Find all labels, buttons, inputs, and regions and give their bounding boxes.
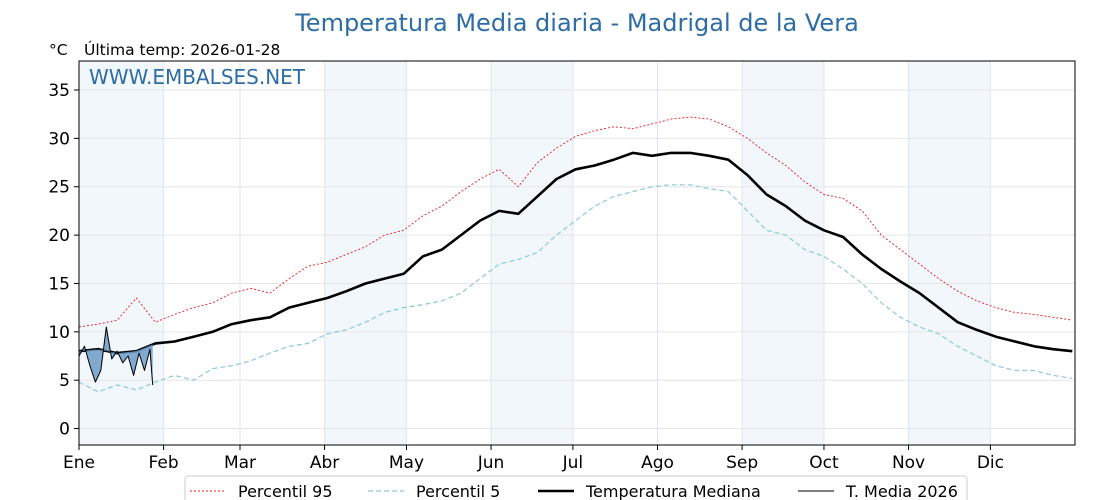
x-tick-label-abr: Abr xyxy=(310,453,339,473)
month-band-sep xyxy=(742,61,824,445)
legend-label-t-media-2026: T. Media 2026 xyxy=(845,482,958,500)
y-axis: 0 5 10 15 20 25 30 35 xyxy=(48,81,79,440)
legend-label-percentil-5: Percentil 5 xyxy=(416,482,500,500)
last-temp-label: Última temp: 2026-01-28 xyxy=(84,40,280,59)
y-tick-label: 30 xyxy=(48,129,70,149)
month-shading xyxy=(79,61,991,445)
legend: Percentil 95 Percentil 5 Temperatura Med… xyxy=(184,475,968,500)
series-line-temperatura-mediana xyxy=(78,151,1073,355)
unit-label: °C xyxy=(49,41,68,59)
series-line-percentil-5 xyxy=(78,184,1073,393)
x-axis: Ene Feb Mar Abr May Jun Jul Ago Sep Oct Nov Dic xyxy=(63,445,1004,473)
x-tick-label-dic: Dic xyxy=(977,453,1004,473)
x-tick-label-jun: Jun xyxy=(477,453,505,473)
x-tick-label-feb: Feb xyxy=(149,453,179,473)
month-band-nov xyxy=(908,61,991,445)
x-tick-label-nov: Nov xyxy=(892,453,925,473)
x-tick-label-may: May xyxy=(389,453,424,473)
series-line-t-media-2026 xyxy=(78,326,154,386)
y-tick-label: 25 xyxy=(48,178,70,198)
x-tick-label-ene: Ene xyxy=(63,453,95,473)
x-tick-label-oct: Oct xyxy=(809,453,839,473)
x-tick-label-mar: Mar xyxy=(224,453,256,473)
grid xyxy=(78,61,1075,445)
month-band-jun xyxy=(491,61,573,445)
month-band-ene xyxy=(79,61,164,445)
month-band-abr xyxy=(324,61,407,445)
y-tick-label: 0 xyxy=(59,420,70,440)
x-tick-label-ago: Ago xyxy=(641,453,674,473)
legend-label-temperatura-mediana: Temperatura Mediana xyxy=(585,482,761,500)
y-tick-label: 10 xyxy=(48,323,70,343)
legend-label-percentil-95: Percentil 95 xyxy=(238,482,333,500)
chart-title: Temperatura Media diaria - Madrigal de l… xyxy=(294,9,859,37)
y-tick-label: 20 xyxy=(48,226,70,246)
y-tick-label: 5 xyxy=(59,371,70,391)
series-group xyxy=(78,116,1073,393)
y-tick-label: 15 xyxy=(48,274,70,294)
plot-frame xyxy=(78,60,1076,446)
y-tick-label: 35 xyxy=(48,81,70,101)
x-tick-label-sep: Sep xyxy=(726,453,758,473)
watermark: WWW.EMBALSES.NET xyxy=(89,65,306,89)
x-tick-label-jul: Jul xyxy=(562,453,584,473)
legend-box xyxy=(184,475,968,500)
